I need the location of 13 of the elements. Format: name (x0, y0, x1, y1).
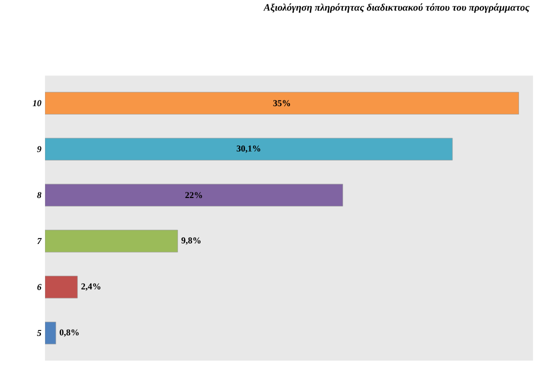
y-tick-label: 8 (37, 192, 42, 198)
data-label: 2,4% (81, 284, 100, 291)
y-tick-label: 6 (37, 284, 42, 290)
data-label: 22% (185, 192, 202, 198)
data-label: 35% (273, 100, 290, 106)
data-label: 9,8% (181, 238, 201, 245)
chart-title: Αξιολόγηση πληρότητας διαδικτυακού τόπου του προγράμματος (263, 4, 530, 14)
y-tick-label: 7 (37, 238, 42, 244)
data-label: 30,1% (236, 146, 260, 154)
data-label: 0,8% (60, 330, 79, 337)
y-tick-label: 5 (37, 330, 42, 336)
y-tick-label: 10 (32, 100, 42, 106)
y-tick-label: 9 (37, 146, 42, 152)
